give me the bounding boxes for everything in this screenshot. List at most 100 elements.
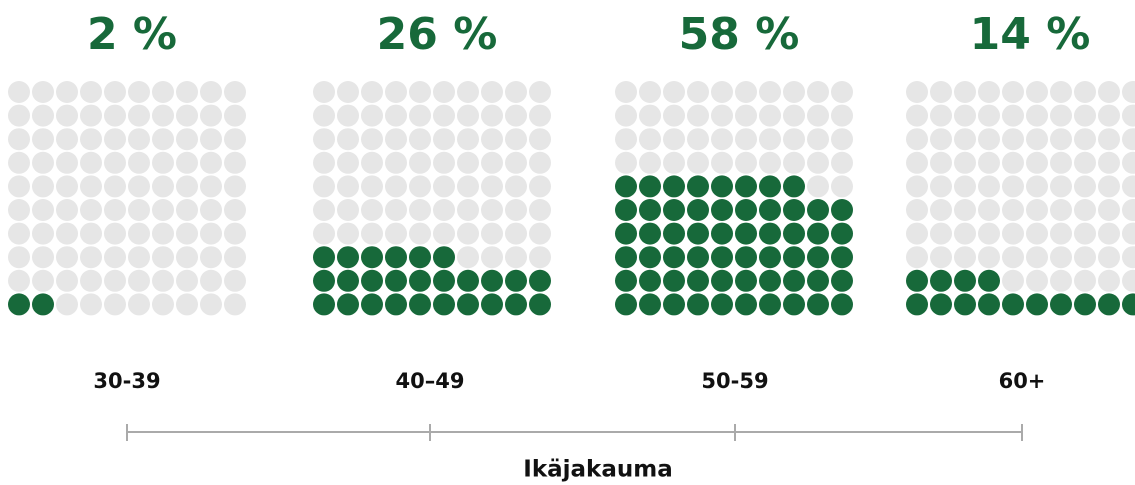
- value-label: 26 %: [377, 9, 498, 60]
- empty-dot: [128, 104, 150, 127]
- waffle-dot: [409, 246, 431, 269]
- empty-dot: [481, 128, 503, 151]
- waffle-dot: [615, 175, 637, 198]
- empty-dot: [56, 199, 78, 221]
- waffle-dot: [8, 293, 30, 316]
- empty-dot: [80, 81, 102, 103]
- empty-dot: [831, 175, 853, 198]
- waffle-dot: [831, 199, 853, 221]
- empty-dot: [1002, 222, 1024, 245]
- empty-dot: [152, 175, 174, 198]
- empty-dot: [457, 199, 479, 221]
- empty-dot: [385, 175, 407, 198]
- empty-dot: [32, 151, 54, 174]
- empty-dot: [1050, 81, 1072, 103]
- empty-dot: [906, 222, 928, 245]
- empty-dot: [409, 151, 431, 174]
- empty-dot: [152, 269, 174, 292]
- empty-dot: [831, 128, 853, 151]
- empty-dot: [128, 293, 150, 316]
- waffle-dot: [783, 175, 805, 198]
- empty-dot: [457, 151, 479, 174]
- empty-dot: [1074, 104, 1096, 127]
- waffle-dot: [615, 199, 637, 221]
- empty-dot: [1026, 81, 1048, 103]
- empty-dot: [385, 81, 407, 103]
- empty-dot: [385, 128, 407, 151]
- empty-dot: [1026, 151, 1048, 174]
- empty-dot: [409, 175, 431, 198]
- waffle-dot: [711, 293, 733, 316]
- empty-dot: [711, 81, 733, 103]
- waffle-dot: [807, 269, 829, 292]
- waffle-dot: [687, 269, 709, 292]
- empty-dot: [954, 128, 976, 151]
- waffle-dot: [978, 269, 1000, 292]
- empty-dot: [361, 175, 383, 198]
- empty-dot: [930, 104, 952, 127]
- empty-dot: [224, 104, 246, 127]
- empty-dot: [128, 128, 150, 151]
- empty-dot: [529, 81, 551, 103]
- empty-dot: [32, 175, 54, 198]
- waffle-background: [906, 81, 1135, 292]
- empty-dot: [954, 199, 976, 221]
- empty-dot: [32, 222, 54, 245]
- empty-dot: [783, 128, 805, 151]
- empty-dot: [152, 246, 174, 269]
- waffle-dot: [663, 269, 685, 292]
- empty-dot: [1002, 246, 1024, 269]
- empty-dot: [32, 269, 54, 292]
- waffle-dot: [481, 269, 503, 292]
- empty-dot: [337, 222, 359, 245]
- waffle-dot: [663, 293, 685, 316]
- empty-dot: [433, 199, 455, 221]
- empty-dot: [1002, 199, 1024, 221]
- empty-dot: [8, 175, 30, 198]
- waffle-dot: [663, 199, 685, 221]
- waffle-dot: [409, 293, 431, 316]
- waffle-dot: [615, 222, 637, 245]
- waffle-dot: [385, 293, 407, 316]
- empty-dot: [104, 175, 126, 198]
- empty-dot: [1050, 151, 1072, 174]
- waffle-bar: [615, 175, 853, 316]
- empty-dot: [104, 104, 126, 127]
- empty-dot: [385, 199, 407, 221]
- waffle-dot: [783, 293, 805, 316]
- empty-dot: [639, 128, 661, 151]
- empty-dot: [433, 128, 455, 151]
- empty-dot: [1026, 269, 1048, 292]
- empty-dot: [1074, 246, 1096, 269]
- empty-dot: [505, 151, 527, 174]
- empty-dot: [615, 81, 637, 103]
- empty-dot: [361, 151, 383, 174]
- waffle-dot: [831, 269, 853, 292]
- empty-dot: [433, 104, 455, 127]
- empty-dot: [1026, 246, 1048, 269]
- empty-dot: [56, 269, 78, 292]
- empty-dot: [80, 104, 102, 127]
- empty-dot: [1074, 128, 1096, 151]
- empty-dot: [104, 269, 126, 292]
- empty-dot: [32, 128, 54, 151]
- empty-dot: [1122, 175, 1135, 198]
- empty-dot: [104, 151, 126, 174]
- value-label: 14 %: [970, 9, 1091, 60]
- waffle-dot: [711, 222, 733, 245]
- empty-dot: [906, 151, 928, 174]
- empty-dot: [361, 199, 383, 221]
- waffle-dot: [735, 222, 757, 245]
- waffle-dot: [687, 246, 709, 269]
- waffle-dot: [807, 222, 829, 245]
- empty-dot: [1050, 128, 1072, 151]
- empty-dot: [1002, 269, 1024, 292]
- empty-dot: [978, 246, 1000, 269]
- empty-dot: [409, 128, 431, 151]
- empty-dot: [954, 246, 976, 269]
- empty-dot: [80, 222, 102, 245]
- waffle-dot: [930, 293, 952, 316]
- empty-dot: [200, 175, 222, 198]
- empty-dot: [361, 104, 383, 127]
